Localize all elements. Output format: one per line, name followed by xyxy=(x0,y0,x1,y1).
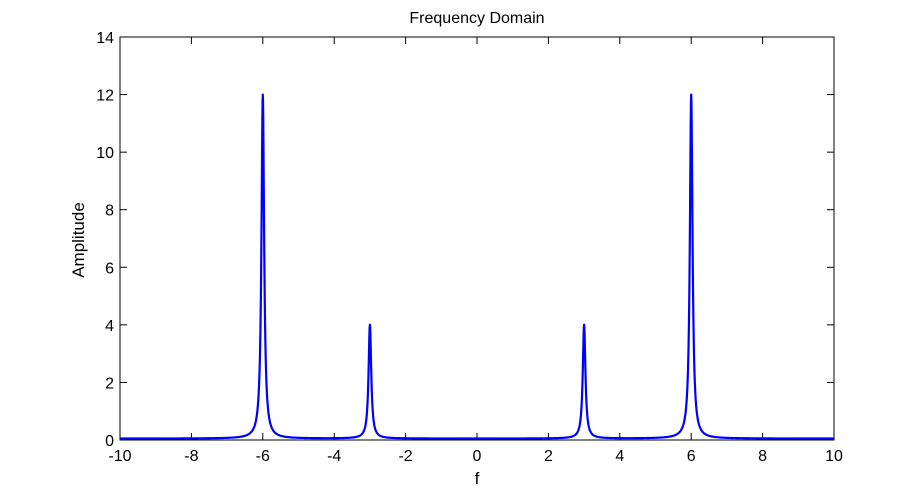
chart-title: Frequency Domain xyxy=(409,10,544,27)
x-tick-label: 2 xyxy=(544,448,553,465)
plot-area xyxy=(119,36,835,441)
x-tick-label: -6 xyxy=(256,448,270,465)
y-tick-label: 10 xyxy=(96,145,114,162)
x-axis-label: f xyxy=(475,469,480,488)
x-tick-label: 10 xyxy=(825,448,843,465)
x-tick-label: -4 xyxy=(327,448,341,465)
y-tick-label: 12 xyxy=(96,88,114,105)
y-tick-label: 8 xyxy=(105,203,114,220)
x-tick-label: 6 xyxy=(687,448,696,465)
y-tick-label: 14 xyxy=(96,30,114,47)
y-tick-label: 0 xyxy=(105,433,114,450)
axes-box xyxy=(119,36,835,441)
y-tick-label: 6 xyxy=(105,260,114,277)
y-tick-label: 4 xyxy=(105,318,114,335)
y-tick-labels: 0 2 4 6 8 10 12 14 xyxy=(96,30,114,450)
x-tick-label: -10 xyxy=(108,448,131,465)
x-tick-label: -8 xyxy=(184,448,198,465)
x-tick-label: 8 xyxy=(758,448,767,465)
series-line-amplitude xyxy=(119,93,835,440)
x-tick-label: 0 xyxy=(473,448,482,465)
y-tick-label: 2 xyxy=(105,375,114,392)
x-tick-label: -2 xyxy=(398,448,412,465)
x-tick-label: 4 xyxy=(615,448,624,465)
x-tick-labels: -10 -8 -6 -4 -2 0 2 4 6 8 10 xyxy=(108,448,843,465)
y-axis-label: Amplitude xyxy=(69,202,88,278)
